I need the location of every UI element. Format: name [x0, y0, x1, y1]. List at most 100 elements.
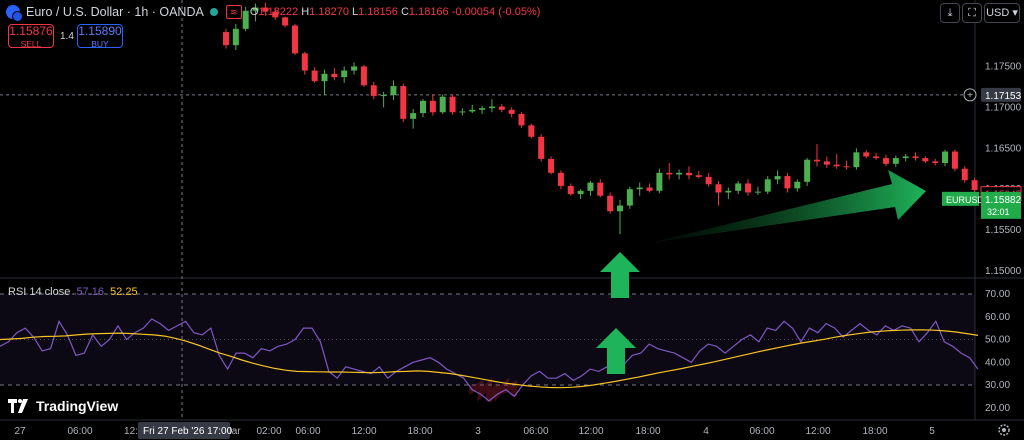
candle-body — [223, 32, 229, 46]
candle — [774, 170, 781, 185]
candle-body — [577, 190, 584, 195]
candle-body — [764, 179, 771, 192]
time-tick-label: 18:00 — [407, 426, 432, 437]
candle-body — [735, 183, 742, 191]
candle — [262, 2, 269, 16]
candle — [400, 83, 407, 123]
candle — [882, 154, 889, 167]
candle — [695, 171, 702, 179]
candle — [932, 158, 939, 166]
candle-body — [971, 180, 978, 190]
rsi-oversold-shade — [469, 377, 518, 403]
candle-body — [784, 176, 791, 189]
candle-body — [321, 73, 328, 82]
candle-body — [607, 195, 614, 212]
candle — [626, 186, 633, 209]
candle-body — [892, 158, 899, 164]
trend-arrow — [650, 170, 926, 243]
candle-body — [291, 25, 298, 54]
candle-body — [439, 96, 446, 113]
tradingview-logo-icon — [8, 399, 28, 413]
time-tick-label: 06:00 — [295, 426, 320, 437]
crosshair-time-bg — [138, 422, 230, 439]
fullscreen-icon[interactable]: ⛶ — [962, 3, 982, 23]
download-icon[interactable]: ⤓ — [940, 3, 960, 23]
candle — [479, 105, 486, 114]
candle — [715, 181, 722, 206]
candle — [814, 144, 820, 167]
candle-body — [429, 100, 436, 113]
current-price-bg — [981, 191, 1021, 219]
candle — [311, 67, 318, 83]
time-tick-label: 12:00 — [578, 426, 603, 437]
candle — [745, 179, 752, 196]
add-alert-circle[interactable] — [963, 88, 977, 102]
candle-body — [636, 187, 643, 190]
current-price-label: 1.15882 — [985, 195, 1022, 206]
candle — [567, 183, 574, 196]
candle — [636, 182, 643, 196]
crosshair-price-tag: 1.17153 — [981, 87, 1022, 102]
crosshair-time-label: Fri 27 Feb '26 17:00 — [143, 426, 233, 437]
candle — [380, 91, 387, 108]
candle-body — [902, 156, 909, 159]
time-tick-label: Mar — [223, 426, 241, 437]
currency-select[interactable]: USD ▾ — [984, 3, 1020, 23]
rsi-tick-label: 40.00 — [985, 357, 1010, 368]
time-tick-label: 27 — [14, 426, 26, 437]
candle-body — [528, 125, 535, 137]
settings-gear-icon[interactable] — [998, 424, 1010, 436]
candle-body — [301, 53, 308, 71]
buy-button[interactable]: 1.15890 BUY — [77, 24, 123, 49]
time-tick-label: 12:00 — [805, 426, 830, 437]
candle-body — [518, 113, 525, 126]
candle-body — [557, 172, 564, 186]
candle — [587, 181, 594, 196]
candle — [429, 94, 436, 116]
candle — [439, 94, 446, 114]
candle — [843, 160, 850, 170]
candle — [961, 166, 968, 183]
candle — [823, 156, 830, 168]
chart-header: Euro / U.S. Dollar · 1h · OANDA ≋ O1.182… — [0, 0, 540, 24]
candle-body — [351, 66, 358, 71]
candle-body — [567, 185, 574, 195]
candle-body — [341, 70, 348, 78]
candle — [892, 155, 899, 168]
candle — [488, 99, 495, 113]
candle-body — [912, 156, 919, 159]
candle-body — [548, 158, 555, 173]
buy-signal-arrow-up-rsi — [596, 328, 636, 374]
candle-body — [420, 100, 426, 114]
candle — [784, 172, 791, 193]
candle-body — [685, 172, 692, 176]
data-vendor-badge-icon[interactable]: ≋ — [225, 5, 242, 19]
time-tick-label: 06:00 — [749, 426, 774, 437]
candle-body — [705, 176, 712, 185]
candle — [420, 99, 426, 118]
candle-body — [538, 136, 545, 159]
candle — [912, 152, 919, 161]
candle — [577, 189, 584, 199]
candle — [646, 183, 653, 193]
gear-outer[interactable] — [998, 424, 1010, 436]
add-alert-icon[interactable]: + — [963, 88, 977, 102]
rsi-legend[interactable]: RSI 14 close 57.16 52.25 — [8, 286, 138, 298]
price-tick-label: 1.17000 — [985, 102, 1022, 113]
price-change: -0.00054 (-0.05%) — [451, 6, 541, 18]
gear-center[interactable] — [1002, 428, 1006, 432]
time-tick-label: 06:00 — [523, 426, 548, 437]
add-alert-plus: + — [967, 90, 973, 101]
candle — [833, 154, 840, 169]
candle — [282, 16, 289, 28]
sell-button[interactable]: 1.15876 SELL — [8, 24, 54, 49]
candle-body — [656, 172, 663, 191]
symbol-title[interactable]: Euro / U.S. Dollar · 1h · OANDA — [26, 5, 204, 19]
rsi-tick-label: 60.00 — [985, 312, 1010, 323]
candle-body — [272, 11, 279, 18]
candle-body — [331, 73, 338, 78]
candle-body — [882, 158, 889, 164]
candle — [617, 199, 623, 235]
